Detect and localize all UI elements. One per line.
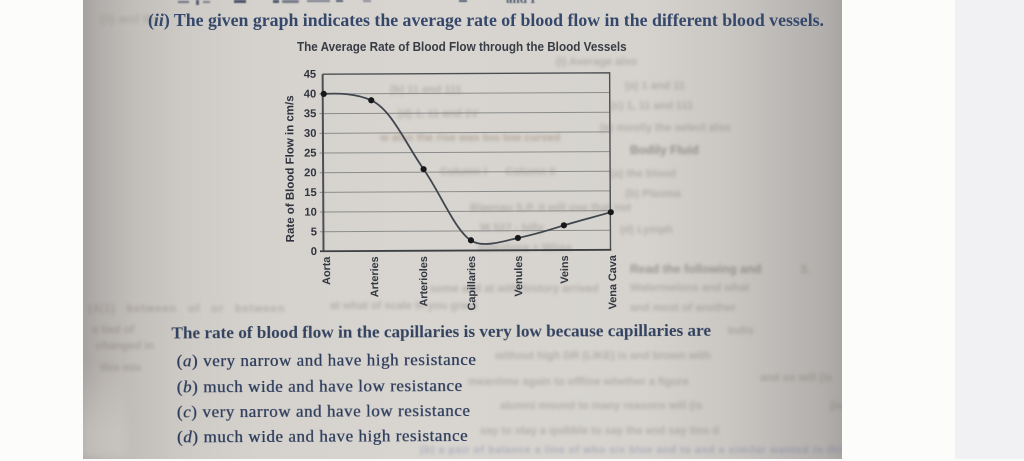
svg-text:Rate of Blood Flow in cm/s: Rate of Blood Flow in cm/s [284, 95, 297, 242]
svg-text:0: 0 [311, 246, 317, 258]
svg-text:15: 15 [304, 187, 317, 199]
svg-text:Arterioles: Arterioles [418, 256, 430, 306]
svg-text:Aorta: Aorta [321, 256, 333, 285]
svg-text:Capillaries: Capillaries [466, 256, 478, 311]
svg-text:20: 20 [304, 167, 317, 179]
svg-text:35: 35 [304, 108, 317, 120]
svg-text:40: 40 [304, 88, 317, 100]
svg-text:Arteries: Arteries [369, 256, 381, 297]
svg-text:5: 5 [311, 226, 317, 238]
svg-text:Vena Cava: Vena Cava [607, 254, 619, 309]
svg-text:30: 30 [304, 128, 317, 140]
svg-text:10: 10 [304, 207, 317, 219]
svg-text:25: 25 [304, 148, 317, 160]
svg-text:Veins: Veins [559, 255, 571, 283]
svg-text:45: 45 [304, 69, 317, 81]
svg-text:Venules: Venules [513, 256, 525, 297]
